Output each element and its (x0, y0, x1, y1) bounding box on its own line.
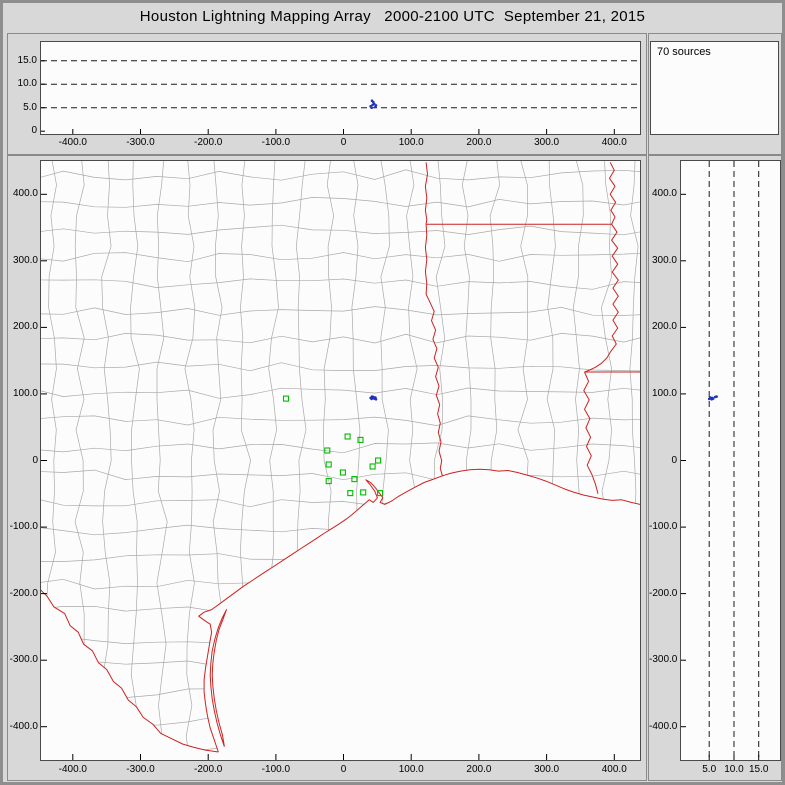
county-boundaries (41, 161, 640, 752)
altitude-ns-plot[interactable] (680, 160, 781, 761)
ns-tick-label-right: 0 (671, 454, 677, 466)
ns-tick-label-map: -300.0 (9, 654, 38, 666)
ns-tick-label-right: -200.0 (649, 587, 678, 599)
alt-tick-label-right: 5.0 (702, 764, 717, 775)
ew-tick-label-top: 200.0 (466, 137, 492, 148)
lightning-sources (369, 395, 378, 401)
ns-tick-label-map: -100.0 (9, 521, 38, 533)
ew-tick-label-map: 100.0 (398, 764, 424, 775)
ew-tick-label-top: -100.0 (261, 137, 291, 148)
ew-tick-label-top: 400.0 (601, 137, 627, 148)
ew-tick-label-top: 0 (340, 137, 347, 148)
altitude-ew-chart (41, 60, 640, 134)
ew-tick-label-map: 400.0 (601, 764, 627, 775)
ns-tick-label-right: 300.0 (651, 254, 677, 266)
ew-tick-label-top: -300.0 (126, 137, 155, 148)
ew-tick-label-map: -100.0 (261, 764, 291, 775)
altitude-ew-plot[interactable] (40, 41, 641, 135)
source-count-box: 70 sources (650, 41, 779, 135)
alt-tick-label-top: 5.0 (23, 101, 37, 113)
altitude-ew-panel (7, 33, 647, 155)
ns-tick-label-right: -400.0 (649, 720, 678, 732)
ns-tick-label-right: -100.0 (649, 521, 678, 533)
ew-tick-label-map: 200.0 (466, 764, 492, 775)
alt-tick-label-top: 15.0 (17, 54, 37, 66)
ns-tick-label-right: 200.0 (651, 321, 677, 333)
ns-tick-label-right: 100.0 (651, 387, 677, 399)
page-title: Houston Lightning Mapping Array 2000-210… (139, 8, 646, 25)
axis-ticks (41, 193, 615, 760)
plan-view-map[interactable] (40, 160, 641, 761)
state-borders-and-coastline (41, 162, 640, 753)
ns-tick-label-map: -200.0 (9, 587, 38, 599)
ns-tick-label-right: 400.0 (651, 188, 677, 200)
plan-view-panel (7, 155, 647, 781)
ew-tick-label-map: 300.0 (534, 764, 560, 775)
alt-tick-label-top: 10.0 (17, 78, 37, 90)
ew-tick-label-top: 300.0 (534, 137, 560, 148)
source-count-panel (648, 33, 782, 155)
alt-tick-label-right: 15.0 (748, 764, 769, 775)
ew-tick-label-map: 0 (340, 764, 347, 775)
ns-tick-label-map: 0 (32, 454, 38, 466)
ew-tick-label-top: 100.0 (398, 137, 424, 148)
ns-tick-label-map: 200.0 (12, 321, 38, 333)
ew-tick-label-top: -200.0 (193, 137, 223, 148)
altitude-ns-panel (648, 155, 782, 781)
ew-tick-label-map: -400.0 (58, 764, 87, 775)
source-count-label: 70 sources (657, 46, 711, 58)
plan-view-chart (41, 161, 640, 760)
ew-tick-label-map: -300.0 (126, 764, 155, 775)
ns-tick-label-map: -400.0 (9, 720, 38, 732)
ew-tick-label-map: -200.0 (193, 764, 223, 775)
alt-tick-label-right: 10.0 (724, 764, 744, 775)
ns-tick-label-right: -300.0 (649, 654, 678, 666)
ns-tick-label-map: 100.0 (12, 387, 38, 399)
ns-tick-label-map: 300.0 (12, 254, 38, 266)
ew-tick-label-top: -400.0 (58, 137, 87, 148)
ns-tick-label-map: 400.0 (12, 188, 38, 200)
alt-tick-label-top: 0 (31, 125, 37, 137)
lma-stations (282, 395, 384, 497)
altitude-ns-chart (681, 161, 760, 760)
